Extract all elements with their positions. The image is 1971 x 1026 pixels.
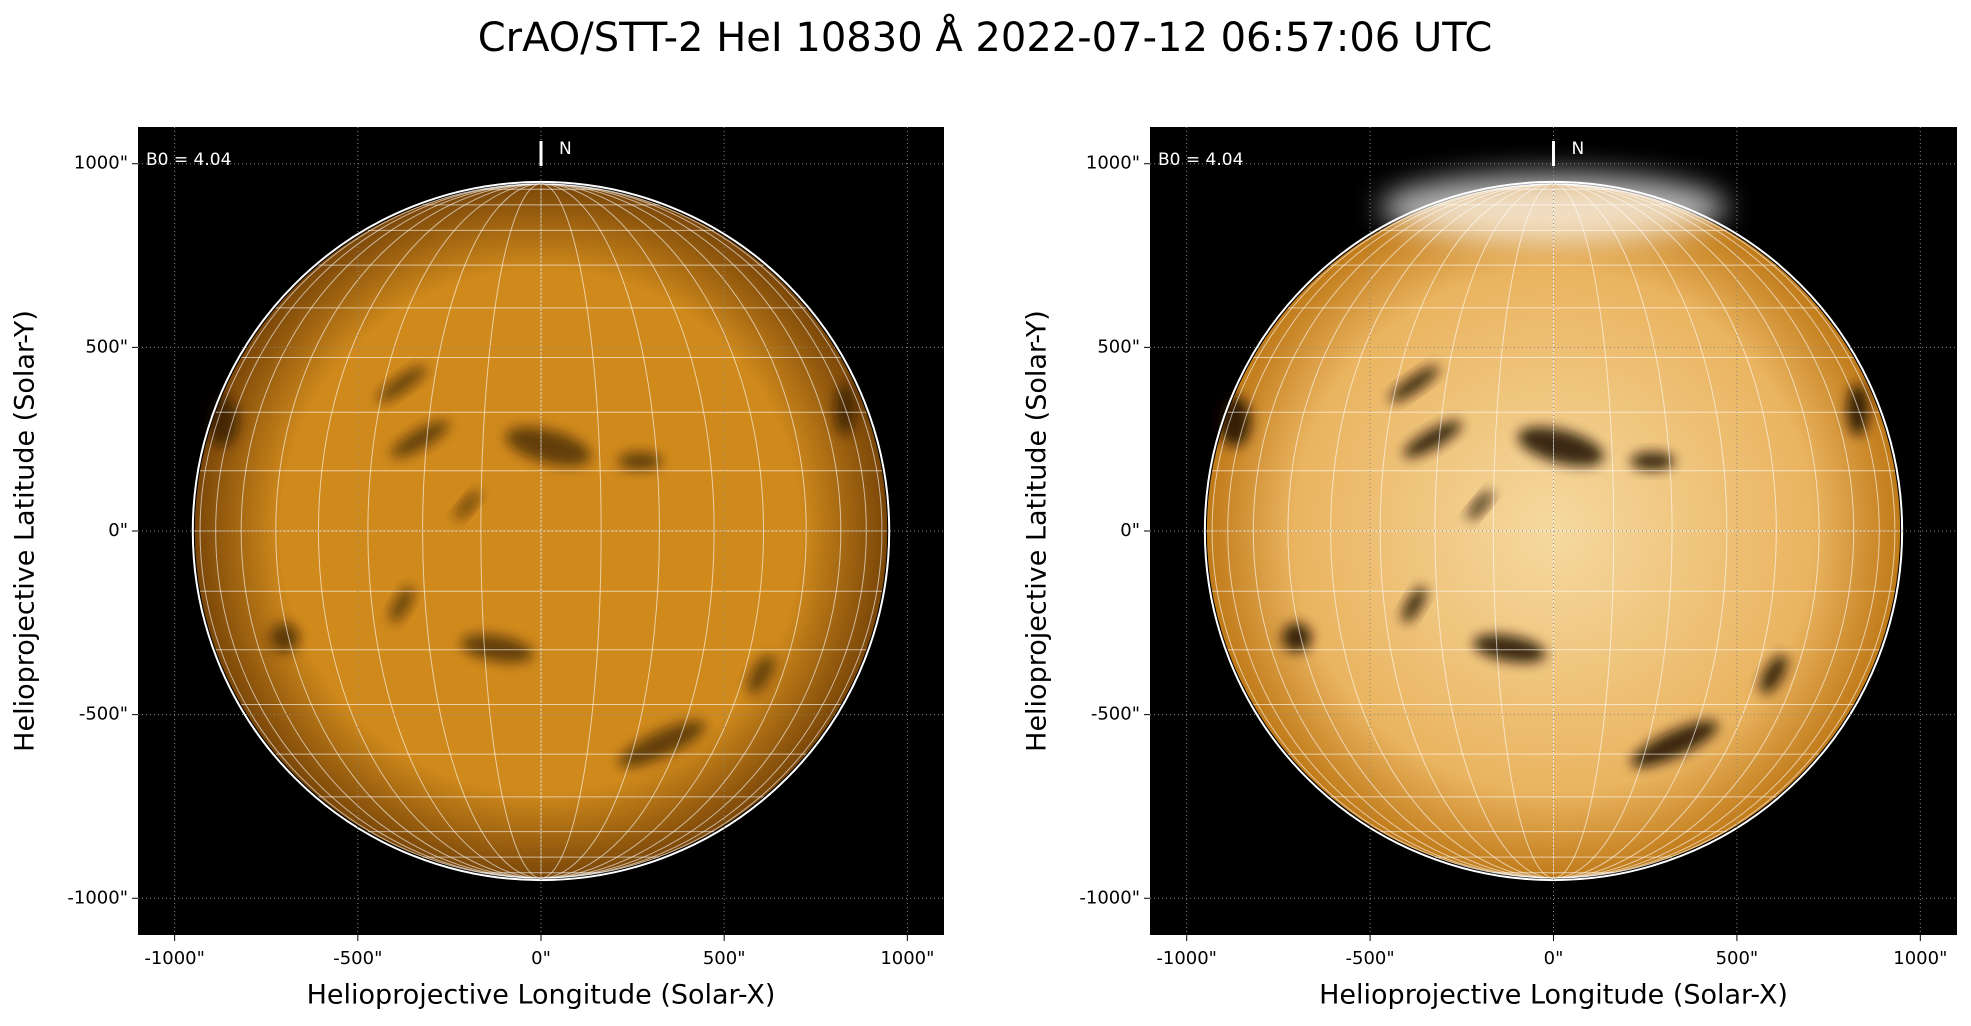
dark-filament xyxy=(455,490,481,520)
y-tick-label: -1000" xyxy=(67,887,128,908)
dark-filament xyxy=(389,586,414,623)
heliographic-meridian xyxy=(1553,183,1615,879)
x-tick-label: 0" xyxy=(531,948,551,969)
x-tick-label: -500" xyxy=(333,948,382,969)
heliographic-meridian xyxy=(199,183,542,879)
y-axis-label: Helioprojective Latitude (Solar-Y) xyxy=(10,310,41,752)
dark-filament xyxy=(1630,720,1719,768)
y-axis-label: Helioprojective Latitude (Solar-Y) xyxy=(1022,310,1053,752)
y-tick-label: -1000" xyxy=(1079,887,1140,908)
heliographic-meridian xyxy=(540,183,842,879)
dark-filament xyxy=(1846,384,1869,436)
y-tick-label: 1000" xyxy=(74,153,128,174)
dark-filament xyxy=(1760,654,1788,694)
dark-filament xyxy=(505,426,592,467)
x-tick-label: 500" xyxy=(703,948,746,969)
x-tick-label: 500" xyxy=(1716,948,1759,969)
heliographic-meridian xyxy=(1553,183,1673,879)
y-tick-label: 0" xyxy=(108,520,128,541)
dark-filament xyxy=(1467,490,1493,520)
heliographic-meridian xyxy=(540,183,660,879)
heliographic-meridian xyxy=(1252,183,1554,879)
limb xyxy=(191,180,891,882)
x-tick-label: 1000" xyxy=(880,948,934,969)
dark-filament xyxy=(1630,452,1675,471)
heliographic-meridian xyxy=(1553,183,1777,879)
dark-filament xyxy=(269,622,300,653)
heliographic-meridian xyxy=(1553,183,1880,879)
x-tick-label: -1000" xyxy=(1156,948,1217,969)
y-tick-label: 500" xyxy=(85,336,128,357)
dark-filament xyxy=(617,452,662,471)
north-label: N xyxy=(1572,139,1585,159)
b0-annotation: B0 = 4.04 xyxy=(146,150,231,170)
heliographic-meridian xyxy=(1492,183,1554,879)
y-tick-label: -500" xyxy=(1091,704,1140,725)
dark-filament xyxy=(460,634,534,663)
north-label: N xyxy=(559,139,572,159)
heliographic-meridian xyxy=(1379,183,1554,879)
x-axis-label: Helioprojective Longitude (Solar-X) xyxy=(1319,980,1788,1011)
heliographic-meridian xyxy=(275,183,542,879)
heliographic-meridian xyxy=(480,183,542,879)
x-tick-label: -1000" xyxy=(144,948,205,969)
heliographic-meridian xyxy=(215,183,542,879)
figure-title: CrAO/STT-2 HeI 10830 Å 2022-07-12 06:57:… xyxy=(478,13,1493,61)
x-tick-label: 0" xyxy=(1544,948,1564,969)
dark-filament xyxy=(834,384,857,436)
dark-filament xyxy=(618,720,706,768)
heliographic-meridian xyxy=(1287,183,1554,879)
dark-filament xyxy=(1518,426,1604,467)
y-tick-label: 500" xyxy=(1097,336,1140,357)
dark-filament xyxy=(377,366,427,402)
heliographic-meridian xyxy=(540,183,764,879)
heliographic-meridian xyxy=(540,183,883,879)
dark-filament xyxy=(1282,622,1312,653)
y-tick-label: -500" xyxy=(79,704,128,725)
heliographic-meridian xyxy=(1227,183,1554,879)
heliographic-meridian xyxy=(367,183,542,879)
dark-filament xyxy=(1473,634,1546,663)
b0-annotation: B0 = 4.04 xyxy=(1158,150,1243,170)
x-axis-label: Helioprojective Longitude (Solar-X) xyxy=(307,980,776,1011)
heliographic-meridian xyxy=(1211,183,1554,879)
dark-filament xyxy=(1403,420,1462,458)
y-tick-label: 1000" xyxy=(1086,153,1140,174)
heliographic-meridian xyxy=(540,183,602,879)
y-tick-label: 0" xyxy=(1120,520,1140,541)
heliographic-meridian xyxy=(240,183,542,879)
x-tick-label: 1000" xyxy=(1893,948,1947,969)
dark-filament xyxy=(747,654,775,694)
dark-filament xyxy=(391,420,450,458)
x-tick-label: -500" xyxy=(1346,948,1395,969)
dark-filament xyxy=(1389,366,1439,402)
dark-filament xyxy=(1402,586,1427,623)
heliographic-meridian xyxy=(1553,183,1855,879)
